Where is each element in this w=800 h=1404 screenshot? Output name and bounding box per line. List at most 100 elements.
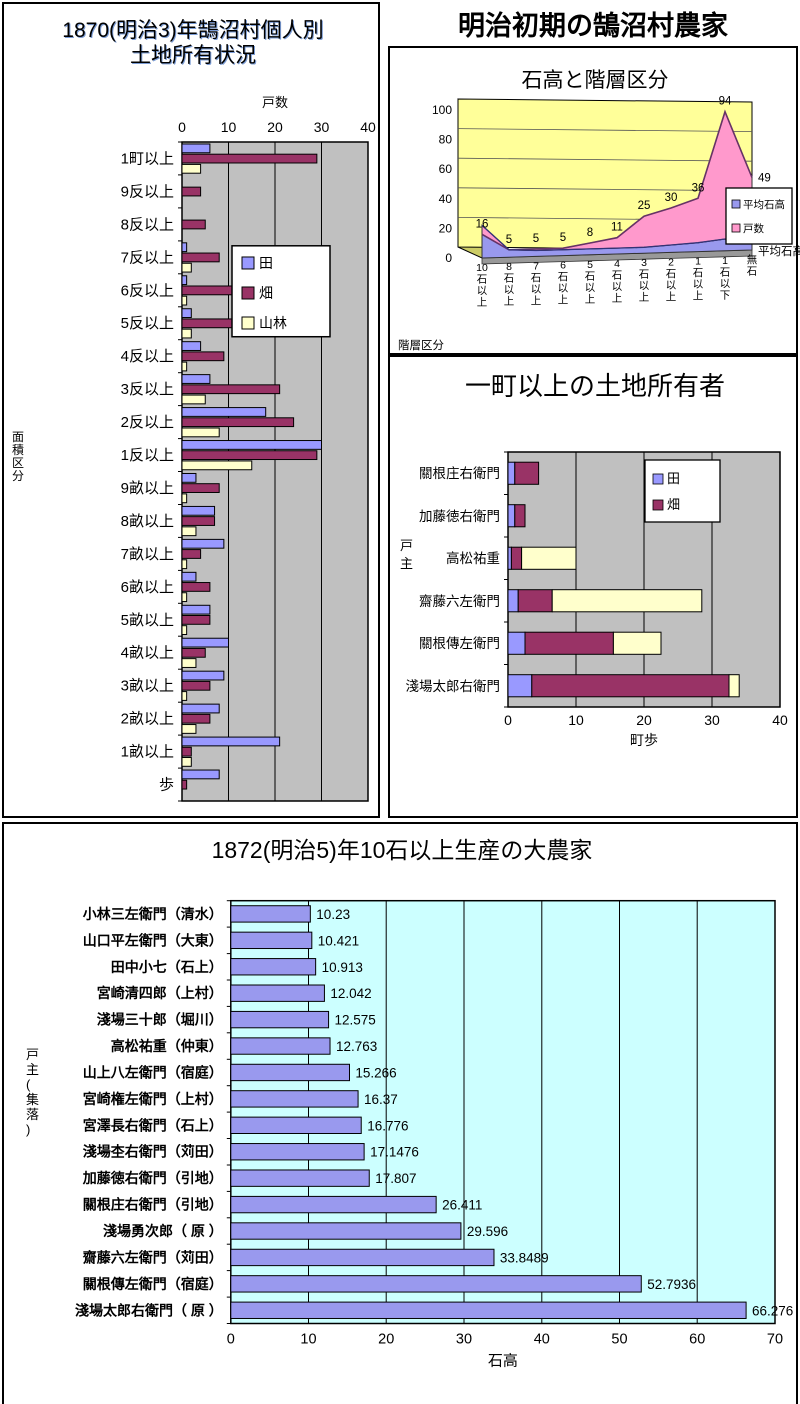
svg-text:戸数: 戸数 bbox=[262, 95, 288, 110]
svg-text:3畝以上: 3畝以上 bbox=[121, 678, 174, 695]
svg-text:9畝以上: 9畝以上 bbox=[121, 480, 174, 497]
svg-text:12.763: 12.763 bbox=[336, 1039, 377, 1054]
svg-text:10.23: 10.23 bbox=[316, 907, 350, 922]
svg-text:16.37: 16.37 bbox=[364, 1092, 398, 1107]
svg-text:10.913: 10.913 bbox=[322, 960, 363, 975]
svg-text:10.421: 10.421 bbox=[318, 933, 359, 948]
svg-text:上: 上 bbox=[504, 296, 515, 308]
svg-text:(: ( bbox=[26, 1077, 31, 1092]
svg-text:10: 10 bbox=[300, 1332, 316, 1348]
svg-text:40: 40 bbox=[534, 1332, 550, 1348]
svg-text:20: 20 bbox=[378, 1332, 394, 1348]
svg-text:淺場勇次郎（ 原 ）: 淺場勇次郎（ 原 ） bbox=[103, 1223, 223, 1239]
svg-text:山林: 山林 bbox=[259, 315, 287, 331]
svg-text:加藤徳右衛門: 加藤徳右衛門 bbox=[419, 509, 500, 524]
svg-text:主: 主 bbox=[400, 556, 413, 571]
svg-text:高松祐重: 高松祐重 bbox=[446, 550, 500, 566]
svg-text:戸: 戸 bbox=[400, 538, 413, 553]
svg-text:0: 0 bbox=[445, 251, 452, 265]
svg-text:淺場太郎右衛門（ 原 ）: 淺場太郎右衛門（ 原 ） bbox=[75, 1302, 223, 1318]
svg-text:1: 1 bbox=[695, 256, 701, 268]
svg-text:平均石高: 平均石高 bbox=[758, 244, 800, 258]
svg-text:5: 5 bbox=[506, 234, 512, 246]
svg-text:5畝以上: 5畝以上 bbox=[121, 612, 174, 629]
svg-text:1畝以上: 1畝以上 bbox=[121, 744, 174, 761]
svg-text:80: 80 bbox=[439, 133, 453, 147]
svg-text:70: 70 bbox=[767, 1332, 783, 1348]
svg-text:33.8489: 33.8489 bbox=[500, 1250, 549, 1265]
svg-text:關根傳左衛門（宿庭）: 關根傳左衛門（宿庭） bbox=[83, 1276, 223, 1292]
svg-text:7: 7 bbox=[533, 260, 539, 272]
svg-text:平均石高: 平均石高 bbox=[743, 198, 785, 211]
svg-text:戸: 戸 bbox=[26, 1047, 39, 1062]
svg-text:上: 上 bbox=[666, 291, 677, 303]
svg-text:上: 上 bbox=[477, 297, 488, 309]
svg-text:畑: 畑 bbox=[259, 285, 273, 301]
svg-text:以: 以 bbox=[558, 283, 569, 295]
svg-text:60: 60 bbox=[439, 162, 453, 176]
svg-text:2: 2 bbox=[668, 256, 674, 268]
svg-text:5反以上: 5反以上 bbox=[121, 315, 174, 332]
svg-text:9反以上: 9反以上 bbox=[121, 183, 174, 200]
svg-text:宮澤長右衛門（石上）: 宮澤長右衛門（石上） bbox=[83, 1117, 223, 1133]
svg-text:石: 石 bbox=[585, 270, 596, 282]
svg-text:10: 10 bbox=[476, 262, 488, 274]
svg-text:下: 下 bbox=[720, 289, 731, 301]
svg-text:4反以上: 4反以上 bbox=[121, 348, 174, 365]
svg-text:4畝以上: 4畝以上 bbox=[121, 645, 174, 662]
svg-text:分: 分 bbox=[12, 469, 24, 483]
svg-text:20: 20 bbox=[439, 221, 453, 235]
svg-text:以: 以 bbox=[666, 279, 677, 291]
svg-text:田: 田 bbox=[259, 255, 273, 271]
svg-text:戸数: 戸数 bbox=[743, 222, 764, 235]
svg-text:12.042: 12.042 bbox=[330, 986, 371, 1001]
svg-text:8: 8 bbox=[587, 227, 593, 239]
svg-text:40: 40 bbox=[772, 712, 788, 728]
svg-text:一町以上の土地所有者: 一町以上の土地所有者 bbox=[465, 371, 725, 401]
svg-text:100: 100 bbox=[432, 103, 452, 117]
svg-text:以: 以 bbox=[585, 282, 596, 294]
svg-text:5: 5 bbox=[560, 232, 566, 244]
svg-text:25: 25 bbox=[638, 200, 651, 212]
svg-text:0: 0 bbox=[178, 119, 186, 135]
svg-text:17.807: 17.807 bbox=[375, 1171, 416, 1186]
svg-text:36: 36 bbox=[692, 182, 705, 194]
svg-text:1反以上: 1反以上 bbox=[121, 447, 174, 464]
svg-text:石: 石 bbox=[531, 272, 542, 284]
svg-text:石: 石 bbox=[504, 273, 515, 285]
svg-text:4: 4 bbox=[614, 258, 620, 270]
svg-text:30: 30 bbox=[665, 192, 678, 204]
svg-text:66.276: 66.276 bbox=[752, 1303, 793, 1318]
svg-text:5: 5 bbox=[533, 233, 539, 245]
svg-text:3: 3 bbox=[641, 257, 647, 269]
svg-text:以: 以 bbox=[504, 284, 515, 296]
svg-text:淺場太郎右衛門: 淺場太郎右衛門 bbox=[406, 679, 501, 694]
svg-text:11: 11 bbox=[611, 222, 623, 234]
svg-text:50: 50 bbox=[611, 1332, 627, 1348]
svg-text:石: 石 bbox=[693, 267, 704, 279]
svg-text:齋藤六左衛門: 齋藤六左衛門 bbox=[419, 593, 500, 609]
svg-text:以: 以 bbox=[639, 280, 650, 292]
svg-text:關根庄右衛門: 關根庄右衛門 bbox=[419, 465, 500, 481]
svg-text:加藤徳右衛門（引地）: 加藤徳右衛門（引地） bbox=[82, 1170, 223, 1186]
svg-text:2反以上: 2反以上 bbox=[121, 414, 174, 431]
svg-text:10: 10 bbox=[221, 119, 237, 135]
svg-text:7反以上: 7反以上 bbox=[121, 249, 174, 266]
svg-text:山口平左衛門（大東）: 山口平左衛門（大東） bbox=[83, 932, 223, 948]
svg-text:1872(明治5)年10石以上生産の大農家: 1872(明治5)年10石以上生産の大農家 bbox=[212, 837, 593, 863]
svg-text:16: 16 bbox=[476, 218, 489, 230]
svg-text:20: 20 bbox=[636, 712, 652, 728]
svg-text:6畝以上: 6畝以上 bbox=[121, 579, 174, 596]
svg-text:1: 1 bbox=[722, 255, 728, 267]
svg-text:以: 以 bbox=[477, 285, 488, 297]
svg-text:30: 30 bbox=[456, 1332, 472, 1348]
svg-text:石高: 石高 bbox=[488, 1353, 518, 1370]
svg-text:15.266: 15.266 bbox=[355, 1065, 396, 1080]
svg-text:12.575: 12.575 bbox=[335, 1013, 376, 1028]
svg-text:關根庄右衛門（引地）: 關根庄右衛門（引地） bbox=[83, 1197, 223, 1213]
svg-text:石: 石 bbox=[720, 266, 731, 278]
svg-text:区: 区 bbox=[12, 456, 24, 470]
svg-text:無: 無 bbox=[747, 253, 758, 266]
svg-text:齋藤六左衛門（苅田）: 齋藤六左衛門（苅田） bbox=[82, 1249, 223, 1265]
svg-text:田: 田 bbox=[667, 471, 680, 486]
